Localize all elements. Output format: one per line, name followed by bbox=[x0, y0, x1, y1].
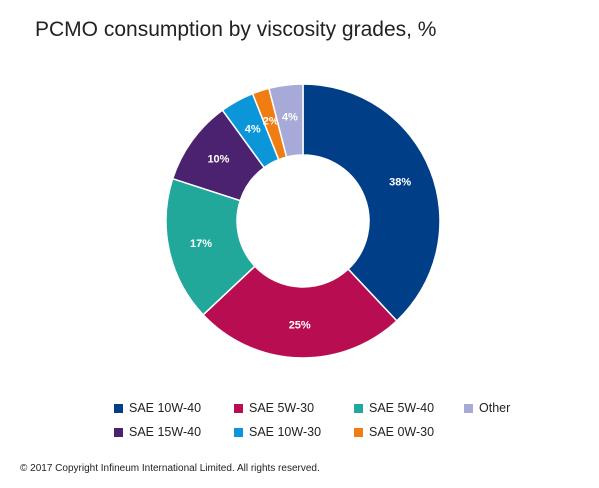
legend-label: Other bbox=[479, 401, 511, 415]
legend-swatch bbox=[114, 403, 123, 413]
legend-item-sae-0w-30: SAE 0W-30 bbox=[354, 425, 464, 439]
legend-item-sae-10w-40: SAE 10W-40 bbox=[114, 401, 234, 415]
legend-swatch bbox=[354, 427, 363, 437]
donut-slice-sae-5w-30 bbox=[202, 265, 398, 359]
legend-swatch bbox=[234, 403, 243, 413]
legend-label: SAE 10W-30 bbox=[249, 425, 322, 439]
data-label: 4% bbox=[245, 123, 261, 135]
legend-label: SAE 15W-40 bbox=[129, 425, 202, 439]
legend-item-sae-10w-30: SAE 10W-30 bbox=[234, 425, 354, 439]
donut-slice-sae-10w-40 bbox=[302, 83, 441, 322]
legend-swatch bbox=[234, 427, 243, 437]
legend-row-2: SAE 15W-40 SAE 10W-30 SAE 0W-30 bbox=[114, 420, 554, 444]
legend-swatch bbox=[354, 403, 363, 413]
legend-label: SAE 10W-40 bbox=[129, 401, 202, 415]
data-label: 38% bbox=[389, 177, 411, 189]
legend-label: SAE 0W-30 bbox=[369, 425, 435, 439]
legend-item-sae-5w-30: SAE 5W-30 bbox=[234, 401, 354, 415]
data-label: 10% bbox=[207, 154, 229, 166]
data-label: 4% bbox=[282, 111, 298, 123]
donut-slice-other bbox=[268, 83, 304, 158]
chart-title: PCMO consumption by viscosity grades, % bbox=[35, 18, 437, 41]
legend-label: SAE 5W-40 bbox=[369, 401, 435, 415]
donut-slice-sae-5w-40 bbox=[165, 177, 256, 316]
legend-item-sae-15w-40: SAE 15W-40 bbox=[114, 425, 234, 439]
chart-legend: SAE 10W-40 SAE 5W-30 SAE 5W-40 Other SAE… bbox=[114, 396, 554, 444]
legend-item-sae-5w-40: SAE 5W-40 bbox=[354, 401, 464, 415]
data-label: 2% bbox=[263, 116, 279, 128]
legend-swatch bbox=[114, 427, 123, 437]
legend-label: SAE 5W-30 bbox=[249, 401, 315, 415]
donut-chart: 38% 25% 17% 10% 4%2% 4% bbox=[165, 83, 441, 359]
legend-row-1: SAE 10W-40 SAE 5W-30 SAE 5W-40 Other bbox=[114, 396, 554, 420]
copyright-notice: © 2017 Copyright Infineum International … bbox=[20, 463, 320, 474]
legend-item-other: Other bbox=[464, 401, 510, 415]
legend-swatch bbox=[464, 403, 473, 413]
data-label: 17% bbox=[190, 238, 212, 250]
data-label: 25% bbox=[289, 319, 311, 331]
